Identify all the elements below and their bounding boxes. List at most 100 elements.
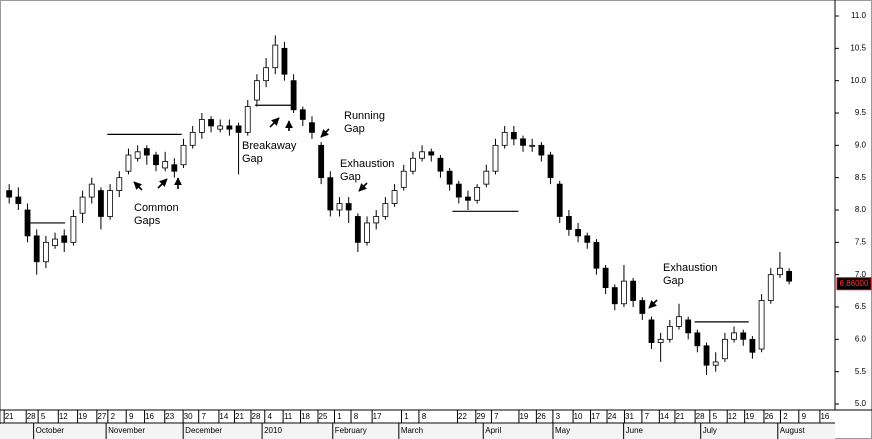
x-tick-label: 28 [252, 412, 261, 421]
candle-body [70, 216, 77, 243]
y-tick-label: 9.0 [855, 140, 867, 149]
candle-body [703, 345, 710, 366]
candle [125, 148, 132, 175]
x-tick-label: 19 [745, 412, 754, 421]
candle [327, 171, 334, 217]
candle [529, 138, 536, 152]
candle [520, 135, 526, 152]
candle-body [244, 106, 251, 133]
arrow [320, 128, 330, 138]
y-tick-label: 9.5 [855, 108, 867, 117]
x-tick-label: 2 [111, 412, 116, 421]
x-tick-label: 8 [422, 412, 427, 421]
candle-body [24, 209, 31, 237]
candle-body [15, 196, 22, 204]
candle-body [538, 144, 545, 156]
y-tick-label: 10.0 [850, 76, 866, 85]
y-tick-label: 6.0 [855, 334, 867, 343]
candle-body [446, 170, 453, 185]
candle [171, 158, 178, 178]
candle-body [437, 157, 444, 172]
candle [107, 184, 114, 220]
x-tick-label: 8 [354, 412, 359, 421]
candle-body [52, 238, 58, 246]
candle-body [42, 241, 49, 263]
candle-body [786, 271, 793, 282]
candle [676, 303, 682, 330]
x-tick-label: 28 [696, 412, 705, 421]
candle [24, 203, 31, 243]
candle-body [510, 131, 517, 140]
candle-body [290, 80, 297, 111]
candle-body [492, 144, 499, 172]
x-tick-label: 17 [373, 412, 382, 421]
candle [547, 151, 554, 185]
x-tick-label: 21 [235, 412, 244, 421]
candle [492, 138, 499, 175]
candle-body [410, 157, 416, 172]
candle-body [474, 186, 481, 201]
candle [33, 229, 40, 275]
x-tick-label: 23 [165, 412, 174, 421]
candle [70, 210, 77, 246]
candle [189, 125, 196, 149]
candle-body [556, 183, 563, 217]
x-tick-label: 14 [660, 412, 669, 421]
candle-body [180, 144, 187, 166]
candle-body [621, 280, 627, 305]
annotation: Exhaustion [340, 158, 394, 170]
candle [767, 268, 774, 304]
candle [382, 197, 389, 220]
candle-body [318, 144, 325, 179]
candle [593, 239, 600, 275]
candle [254, 74, 260, 107]
candle-body [694, 332, 701, 347]
candle-body [501, 131, 508, 146]
candle-body [198, 119, 205, 133]
last-price-label: 6.86000 [840, 279, 869, 288]
y-tick-label: 5.5 [855, 367, 867, 376]
candle-body [611, 287, 618, 305]
candle-body [6, 190, 13, 198]
month-label: July [703, 426, 717, 435]
candle [79, 190, 86, 223]
candle [749, 336, 756, 359]
candle [703, 342, 710, 375]
y-tick-label: 6.5 [855, 302, 867, 311]
candle-body [767, 274, 774, 301]
candle [309, 116, 315, 139]
candle-body [125, 154, 132, 172]
candle [354, 213, 361, 253]
candle [777, 252, 783, 278]
candle [446, 167, 453, 191]
candle-body [235, 125, 242, 133]
candle [602, 264, 609, 295]
x-tick-label: 17 [591, 412, 600, 421]
x-tick-label: 18 [301, 412, 310, 421]
x-tick-label: 2 [783, 412, 788, 421]
candle [244, 100, 251, 136]
x-tick-label: 14 [219, 412, 228, 421]
candle [501, 125, 508, 149]
candle-body [400, 170, 407, 188]
candle [336, 197, 343, 217]
candle [116, 171, 123, 198]
x-tick-label: 19 [519, 412, 528, 421]
candle [391, 184, 398, 207]
arrow [648, 299, 658, 309]
candle-body [116, 177, 123, 192]
candle-body [134, 151, 141, 159]
candle-body [336, 203, 343, 211]
x-tick-label: 12 [728, 412, 737, 421]
candle [510, 125, 517, 146]
candle [694, 329, 701, 353]
x-tick-label: 21 [5, 412, 14, 421]
candle-body [666, 325, 673, 340]
x-tick-label: 1 [404, 412, 409, 421]
x-tick-label: 29 [476, 412, 485, 421]
candle [198, 113, 205, 139]
candle-body [777, 267, 783, 276]
candle [226, 119, 233, 136]
candle-body [648, 319, 655, 343]
annotation: Gap [344, 123, 365, 135]
